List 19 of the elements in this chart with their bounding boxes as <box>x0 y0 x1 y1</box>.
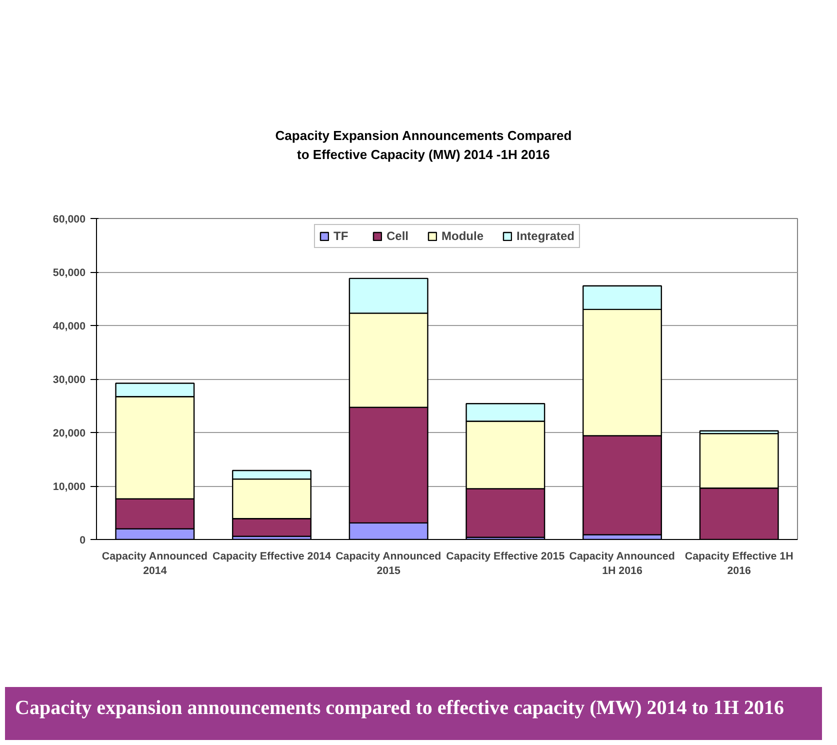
y-tick-label: 10,000 <box>52 481 86 493</box>
y-tick-label: 0 <box>80 534 86 546</box>
chart-title: Capacity Expansion Announcements Compared to Effective Capacity (MW) 2014 -1H 2016 <box>275 127 572 164</box>
legend-label: Integrated <box>516 229 575 243</box>
x-tick-label: Capacity Announced 2015 <box>336 550 442 577</box>
y-tick-label: 20,000 <box>52 428 86 440</box>
x-tick-label: Capacity Effective 2014 <box>212 550 332 562</box>
x-tick-label: Capacity Announced 2014 <box>102 550 208 577</box>
legend-label: Cell <box>386 229 408 243</box>
legend-label: Module <box>442 229 484 243</box>
y-tick-label: 50,000 <box>52 267 86 279</box>
x-tick-label: Capacity Announced 1H 2016 <box>569 550 675 577</box>
y-tick-label: 40,000 <box>52 320 86 332</box>
text: Capacity expansion announcements compared to effective capacity (MW) 2014 to 1H 2016 <box>15 697 784 720</box>
x-tick-label: Capacity Effective 1H 2016 <box>684 550 794 577</box>
y-tick-label: 60,000 <box>52 214 86 226</box>
y-tick-label: 30,000 <box>52 374 86 386</box>
x-tick-label: Capacity Effective 2015 <box>446 550 565 562</box>
legend-label: TF <box>333 229 350 243</box>
